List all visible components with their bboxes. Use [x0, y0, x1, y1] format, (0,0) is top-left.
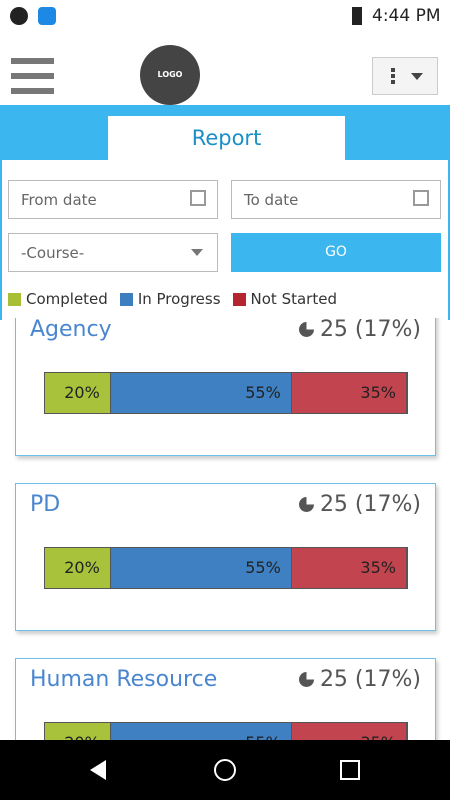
legend-item: Completed: [8, 290, 108, 308]
course-select[interactable]: -Course-: [8, 233, 218, 272]
card-title: PD: [30, 492, 61, 517]
segment-label: 35%: [360, 558, 396, 577]
legend-item: In Progress: [119, 290, 221, 308]
segment-label: 55%: [245, 558, 281, 577]
segment-label: 55%: [245, 383, 281, 402]
calendar-icon: [413, 190, 429, 206]
recents-button[interactable]: [340, 760, 360, 780]
from-date[interactable]: From date: [8, 180, 218, 219]
card-summary: 25 (17%): [298, 318, 421, 342]
progress-segment: 55%: [110, 723, 292, 740]
pie-icon: [298, 672, 314, 687]
nav-bar: [0, 740, 450, 800]
progress-segment: 20%: [45, 723, 111, 740]
legend-swatch: [8, 292, 21, 306]
go-button[interactable]: GO: [231, 233, 441, 272]
menu-button[interactable]: [11, 58, 54, 96]
progress-segment: 55%: [110, 548, 292, 588]
progress-segment: 35%: [291, 548, 407, 588]
logo: LOGO: [140, 45, 200, 105]
card-list: Agency 25 (17%) 20% 55% 35% PD 25 (17%) 20% 55% 3…: [0, 318, 450, 740]
call-icon: [10, 7, 28, 25]
time: 4:44 PM: [372, 6, 441, 26]
legend-label: Not Started: [250, 290, 337, 308]
course-card[interactable]: PD 25 (17%) 20% 55% 35%: [15, 483, 436, 631]
border: [0, 160, 2, 320]
battery-icon: [352, 7, 362, 25]
legend-item: Not Started: [232, 290, 337, 308]
segment-label: 20%: [64, 558, 100, 577]
card-title: Agency: [30, 318, 112, 342]
card-title: Human Resource: [30, 667, 218, 692]
card-summary: 25 (17%): [298, 667, 421, 692]
pie-icon: [298, 322, 314, 337]
summary-text: 25 (17%): [319, 492, 421, 517]
progress-bar: 20% 55% 35%: [44, 372, 408, 414]
back-button[interactable]: [90, 760, 106, 780]
progress-segment: 20%: [45, 373, 111, 413]
segment-label: 20%: [45, 723, 100, 740]
home-button[interactable]: [214, 759, 236, 781]
select-arrow: [191, 249, 203, 256]
progress-segment: 35%: [291, 373, 407, 413]
progress-segment: 20%: [45, 548, 111, 588]
status-bar: 4:44 PM: [0, 0, 450, 32]
card-summary: 25 (17%): [298, 492, 421, 517]
options-button[interactable]: [372, 57, 438, 95]
legend: Completed In Progress Not Started: [8, 290, 337, 308]
summary-text: 25 (17%): [319, 318, 421, 342]
report-tab[interactable]: Report: [108, 116, 345, 160]
legend-label: In Progress: [137, 290, 221, 308]
course-card[interactable]: Agency 25 (17%) 20% 55% 35%: [15, 318, 436, 456]
progress-segment: 35%: [291, 723, 407, 740]
progress-bar: 20% 55% 35%: [44, 722, 408, 740]
legend-swatch: [232, 292, 246, 306]
segment-label: 35%: [292, 723, 396, 740]
segment-label: 55%: [111, 723, 281, 740]
segment-label: 35%: [360, 383, 396, 402]
summary-text: 25 (17%): [319, 667, 421, 692]
legend-swatch: [119, 292, 133, 306]
border: [448, 160, 450, 320]
legend-label: Completed: [26, 290, 108, 308]
progress-segment: 55%: [110, 373, 292, 413]
app-icon: [38, 7, 56, 25]
course-card[interactable]: Human Resource 25 (17%) 20% 55% 35%: [15, 658, 436, 740]
segment-label: 20%: [64, 383, 100, 402]
to-date[interactable]: To date: [231, 180, 441, 219]
progress-bar: 20% 55% 35%: [44, 547, 408, 589]
calendar-icon: [190, 190, 206, 206]
pie-icon: [298, 497, 314, 512]
